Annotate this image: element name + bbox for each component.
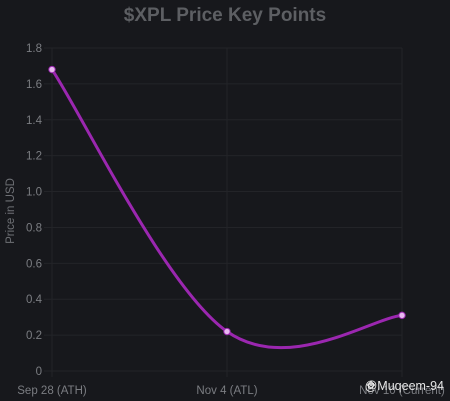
y-axis-ticks: 0 0.2 0.4 0.6 0.8 1.0 1.2 1.4 1.6 1.8 bbox=[26, 43, 43, 378]
price-line bbox=[50, 68, 404, 350]
y-tick-label: 0.6 bbox=[26, 258, 42, 270]
x-tick-label: Nov 10 (Current) bbox=[359, 385, 445, 397]
x-axis-ticks: Sep 28 (ATH) Nov 4 (ATL) Nov 10 (Current) bbox=[17, 385, 445, 397]
x-tick-label: Sep 28 (ATH) bbox=[17, 385, 87, 397]
x-tick-label: Nov 4 (ATL) bbox=[196, 385, 257, 397]
y-axis-title: Price in USD bbox=[5, 178, 17, 244]
grid-lines bbox=[44, 47, 403, 377]
y-tick-label: 0.8 bbox=[26, 222, 42, 234]
y-tick-label: 0.2 bbox=[26, 330, 42, 342]
series-price bbox=[48, 65, 406, 350]
y-tick-label: 1.0 bbox=[26, 187, 42, 199]
y-tick-label: 1.4 bbox=[26, 115, 43, 127]
y-tick-label: 1.6 bbox=[26, 79, 42, 91]
chart-title: $XPL Price Key Points bbox=[123, 5, 327, 26]
data-point bbox=[223, 327, 231, 336]
y-tick-label: 0 bbox=[36, 366, 42, 378]
watermark: @Muqeem-94 bbox=[365, 379, 444, 393]
data-point bbox=[398, 311, 406, 320]
binance-logo-icon bbox=[366, 380, 375, 390]
y-tick-label: 0.4 bbox=[26, 294, 43, 306]
data-point bbox=[48, 65, 56, 74]
watermark-text: @Muqeem-94 bbox=[364, 379, 444, 393]
y-tick-label: 1.8 bbox=[26, 43, 42, 55]
y-tick-label: 1.2 bbox=[26, 151, 42, 163]
